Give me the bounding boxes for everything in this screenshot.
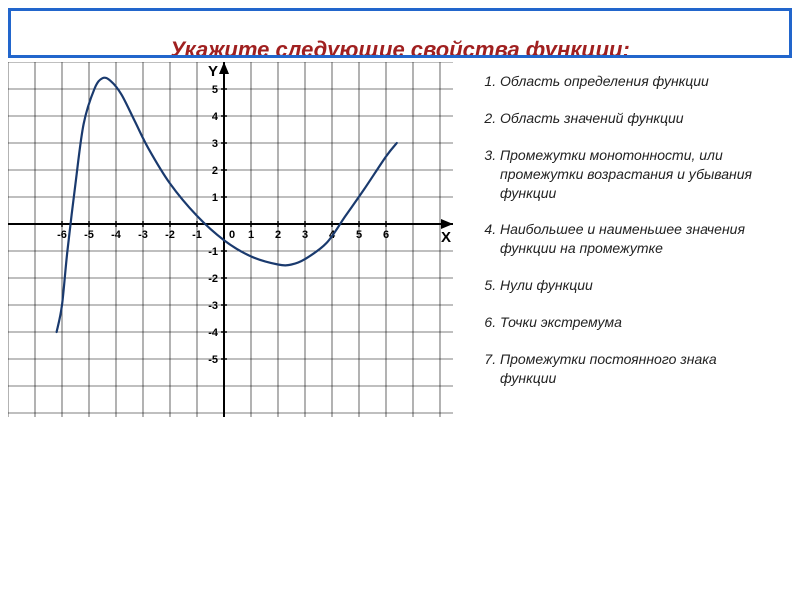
list-item: Нули функции	[500, 276, 770, 295]
svg-text:6: 6	[383, 229, 389, 241]
svg-text:0: 0	[229, 229, 235, 241]
svg-text:Y: Y	[208, 63, 218, 80]
svg-text:-2: -2	[208, 273, 218, 285]
svg-text:-3: -3	[138, 229, 148, 241]
svg-text:5: 5	[212, 84, 218, 96]
list-item: Промежутки постоянного знака функции	[500, 350, 770, 388]
content-row: -6-5-4-3-2-1123456-5-4-3-2-112345XY0 Обл…	[0, 62, 800, 600]
svg-text:3: 3	[302, 229, 308, 241]
list-item: Наибольшее и наименьшее значения функции…	[500, 220, 770, 258]
svg-text:-1: -1	[208, 246, 218, 258]
svg-text:2: 2	[275, 229, 281, 241]
list-item: Область значений функции	[500, 109, 770, 128]
svg-text:-2: -2	[165, 229, 175, 241]
svg-text:-4: -4	[208, 327, 219, 339]
svg-text:1: 1	[248, 229, 254, 241]
svg-text:1: 1	[212, 192, 218, 204]
svg-text:2: 2	[212, 165, 218, 177]
list-item: Точки экстремума	[500, 313, 770, 332]
svg-text:-3: -3	[208, 300, 218, 312]
title-band: Укажите следующие свойства функции:	[8, 8, 792, 58]
svg-text:3: 3	[212, 138, 218, 150]
svg-text:-5: -5	[208, 354, 218, 366]
svg-text:4: 4	[212, 111, 219, 123]
list-item: Область определения функции	[500, 72, 770, 91]
svg-text:-6: -6	[57, 229, 67, 241]
svg-text:X: X	[441, 229, 451, 246]
chart-svg: -6-5-4-3-2-1123456-5-4-3-2-112345XY0	[8, 62, 453, 417]
list-item: Промежутки монотонности, или промежутки …	[500, 146, 770, 203]
function-chart: -6-5-4-3-2-1123456-5-4-3-2-112345XY0	[8, 62, 453, 417]
properties-list: Область определения функции Область значе…	[478, 72, 770, 388]
properties-list-area: Область определения функции Область значе…	[453, 62, 800, 600]
page-title: Укажите следующие свойства функции:	[170, 37, 630, 58]
svg-text:-5: -5	[84, 229, 94, 241]
svg-text:-1: -1	[192, 229, 202, 241]
svg-text:5: 5	[356, 229, 362, 241]
svg-text:-4: -4	[111, 229, 122, 241]
